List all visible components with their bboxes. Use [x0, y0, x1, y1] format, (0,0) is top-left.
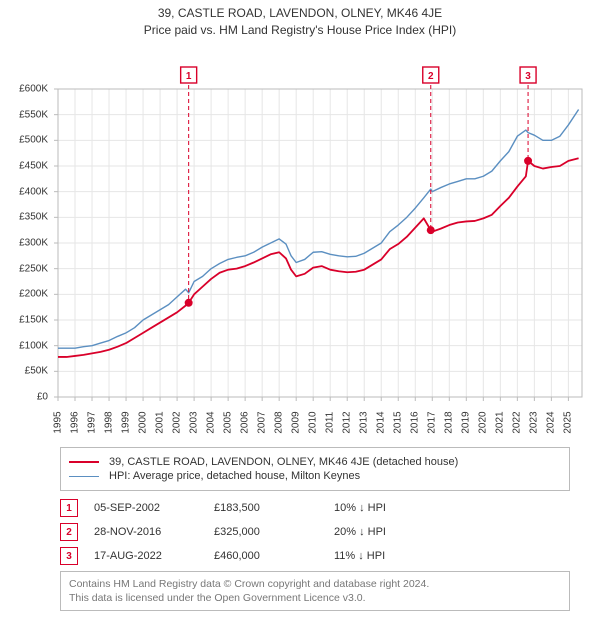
y-axis-tick-label: £150K — [0, 315, 48, 326]
sale-date: 05-SEP-2002 — [94, 502, 214, 514]
chart-area: 1 2 3 £0 £50K £100K £150K £200K £250K £300K £350K… — [0, 41, 600, 441]
x-axis-tick-label: 2019 — [461, 408, 472, 438]
x-axis-tick-label: 2024 — [546, 408, 557, 438]
y-axis-tick-label: £450K — [0, 161, 48, 172]
sale-marker-icon: 2 — [60, 523, 78, 541]
y-axis-tick-label: £300K — [0, 238, 48, 249]
sale-marker-icon: 3 — [60, 547, 78, 565]
x-axis-tick-label: 2017 — [427, 408, 438, 438]
x-axis-tick-label: 2010 — [308, 408, 319, 438]
x-axis-tick-label: 2016 — [410, 408, 421, 438]
y-axis-tick-label: £200K — [0, 289, 48, 300]
x-axis-tick-label: 2021 — [495, 408, 506, 438]
sales-row: 2 28-NOV-2016 £325,000 20% ↓ HPI — [60, 523, 570, 541]
x-axis-tick-label: 2002 — [172, 408, 183, 438]
x-axis-tick-label: 1997 — [87, 408, 98, 438]
svg-text:1: 1 — [186, 71, 192, 82]
x-axis-tick-label: 2023 — [529, 408, 540, 438]
chart-title-address: 39, CASTLE ROAD, LAVENDON, OLNEY, MK46 4… — [0, 6, 600, 20]
x-axis-tick-label: 2011 — [325, 408, 336, 438]
y-axis-tick-label: £400K — [0, 186, 48, 197]
sale-diff: 11% ↓ HPI — [334, 550, 434, 562]
legend-swatch-property-icon — [69, 461, 99, 463]
x-axis-tick-label: 1995 — [53, 408, 64, 438]
legend-label-property: 39, CASTLE ROAD, LAVENDON, OLNEY, MK46 4… — [109, 456, 458, 468]
x-axis-tick-label: 2025 — [563, 408, 574, 438]
y-axis-tick-label: £50K — [0, 366, 48, 377]
x-axis-tick-label: 2004 — [206, 408, 217, 438]
legend-row-property: 39, CASTLE ROAD, LAVENDON, OLNEY, MK46 4… — [69, 456, 561, 468]
sales-row: 3 17-AUG-2022 £460,000 11% ↓ HPI — [60, 547, 570, 565]
attribution-box: Contains HM Land Registry data © Crown c… — [60, 571, 570, 611]
sale-date: 28-NOV-2016 — [94, 526, 214, 538]
x-axis-tick-label: 2014 — [376, 408, 387, 438]
x-axis-tick-label: 2015 — [393, 408, 404, 438]
sales-table: 1 05-SEP-2002 £183,500 10% ↓ HPI 2 28-NO… — [60, 499, 570, 565]
x-axis-tick-label: 2020 — [478, 408, 489, 438]
chart-title-subtitle: Price paid vs. HM Land Registry's House … — [0, 23, 600, 37]
x-axis-tick-label: 2018 — [444, 408, 455, 438]
x-axis-tick-label: 2009 — [291, 408, 302, 438]
sale-marker-icon: 1 — [60, 499, 78, 517]
x-axis-tick-label: 2022 — [512, 408, 523, 438]
x-axis-tick-label: 1996 — [70, 408, 81, 438]
x-axis-tick-label: 1998 — [104, 408, 115, 438]
sale-price: £183,500 — [214, 502, 334, 514]
x-axis-tick-label: 2013 — [359, 408, 370, 438]
x-axis-tick-label: 2001 — [155, 408, 166, 438]
y-axis-tick-label: £250K — [0, 263, 48, 274]
legend-row-hpi: HPI: Average price, detached house, Milt… — [69, 470, 561, 482]
title-block: 39, CASTLE ROAD, LAVENDON, OLNEY, MK46 4… — [0, 0, 600, 41]
sale-diff: 20% ↓ HPI — [334, 526, 434, 538]
attribution-line: Contains HM Land Registry data © Crown c… — [69, 577, 561, 591]
x-axis-tick-label: 2012 — [342, 408, 353, 438]
sale-price: £460,000 — [214, 550, 334, 562]
x-axis-tick-label: 2005 — [223, 408, 234, 438]
y-axis-tick-label: £500K — [0, 135, 48, 146]
x-axis-tick-label: 1999 — [121, 408, 132, 438]
legend-swatch-hpi-icon — [69, 476, 99, 477]
x-axis-tick-label: 2008 — [274, 408, 285, 438]
svg-text:3: 3 — [525, 71, 531, 82]
sale-diff: 10% ↓ HPI — [334, 502, 434, 514]
x-axis-tick-label: 2003 — [189, 408, 200, 438]
sales-row: 1 05-SEP-2002 £183,500 10% ↓ HPI — [60, 499, 570, 517]
legend-label-hpi: HPI: Average price, detached house, Milt… — [109, 470, 360, 482]
x-axis-tick-label: 2006 — [240, 408, 251, 438]
x-axis-tick-label: 2000 — [138, 408, 149, 438]
svg-text:2: 2 — [428, 71, 434, 82]
attribution-line: This data is licensed under the Open Gov… — [69, 591, 561, 605]
chart-svg: 1 2 3 — [0, 41, 600, 441]
chart-container: 39, CASTLE ROAD, LAVENDON, OLNEY, MK46 4… — [0, 0, 600, 611]
y-axis-tick-label: £100K — [0, 340, 48, 351]
x-axis-tick-label: 2007 — [257, 408, 268, 438]
sale-price: £325,000 — [214, 526, 334, 538]
y-axis-tick-label: £0 — [0, 392, 48, 403]
y-axis-tick-label: £600K — [0, 84, 48, 95]
y-axis-tick-label: £550K — [0, 109, 48, 120]
y-axis-tick-label: £350K — [0, 212, 48, 223]
legend-box: 39, CASTLE ROAD, LAVENDON, OLNEY, MK46 4… — [60, 447, 570, 491]
sale-date: 17-AUG-2022 — [94, 550, 214, 562]
